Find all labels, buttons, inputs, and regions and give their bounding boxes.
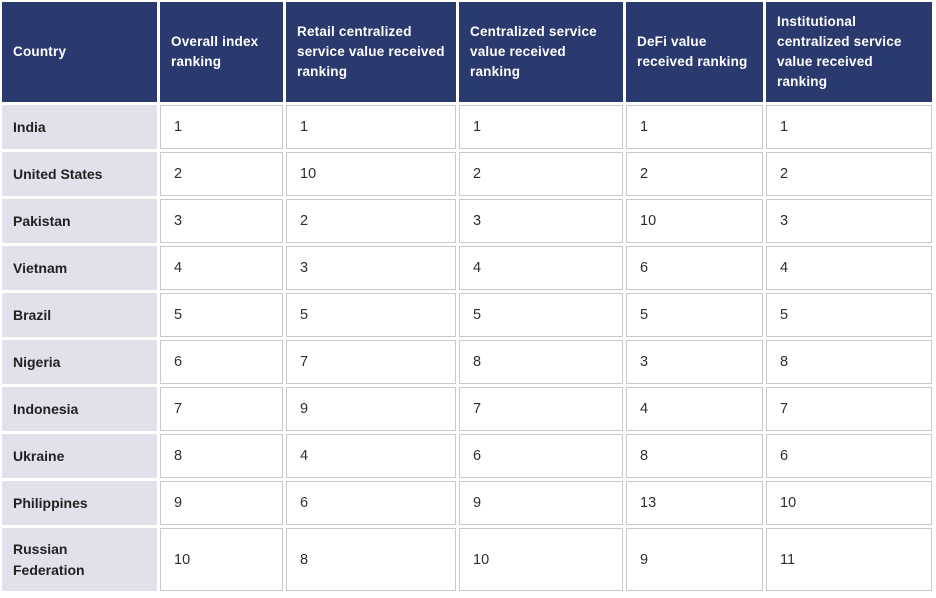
rank-value-cell: 1 xyxy=(459,105,623,149)
rank-value-cell: 6 xyxy=(286,481,456,525)
rank-value-cell: 8 xyxy=(286,528,456,591)
rank-value-cell: 7 xyxy=(160,387,283,431)
rank-value-cell: 6 xyxy=(160,340,283,384)
column-header-overall-index-ranking: Overall index ranking xyxy=(160,2,283,102)
rank-value-cell: 9 xyxy=(160,481,283,525)
rank-value-cell: 2 xyxy=(160,152,283,196)
rank-value-cell: 4 xyxy=(286,434,456,478)
table-row: Pakistan 3 2 3 10 3 xyxy=(2,199,932,243)
country-cell: Nigeria xyxy=(2,340,157,384)
rank-value-cell: 8 xyxy=(626,434,763,478)
rank-value-cell: 2 xyxy=(766,152,932,196)
table-row: Philippines 9 6 9 13 10 xyxy=(2,481,932,525)
table-row: Ukraine 8 4 6 8 6 xyxy=(2,434,932,478)
rank-value-cell: 10 xyxy=(626,199,763,243)
rank-value-cell: 7 xyxy=(286,340,456,384)
rank-value-cell: 10 xyxy=(459,528,623,591)
country-cell: India xyxy=(2,105,157,149)
table-row: India 1 1 1 1 1 xyxy=(2,105,932,149)
rank-value-cell: 2 xyxy=(459,152,623,196)
rank-value-cell: 5 xyxy=(766,293,932,337)
rank-value-cell: 3 xyxy=(626,340,763,384)
rank-value-cell: 3 xyxy=(766,199,932,243)
column-header-centralized-service-value-received-ranking: Centralized service value received ranki… xyxy=(459,2,623,102)
column-header-institutional-centralized-service-value-received-ranking: Institutional centralized service value … xyxy=(766,2,932,102)
rank-value-cell: 1 xyxy=(286,105,456,149)
rank-value-cell: 8 xyxy=(459,340,623,384)
rank-value-cell: 3 xyxy=(286,246,456,290)
rank-value-cell: 8 xyxy=(160,434,283,478)
rank-value-cell: 2 xyxy=(626,152,763,196)
rank-value-cell: 4 xyxy=(160,246,283,290)
table-row: Indonesia 7 9 7 4 7 xyxy=(2,387,932,431)
country-cell: Philippines xyxy=(2,481,157,525)
column-header-defi-value-received-ranking: DeFi value received ranking xyxy=(626,2,763,102)
rank-value-cell: 3 xyxy=(160,199,283,243)
table-row: Brazil 5 5 5 5 5 xyxy=(2,293,932,337)
rank-value-cell: 10 xyxy=(160,528,283,591)
rank-value-cell: 5 xyxy=(459,293,623,337)
rank-value-cell: 11 xyxy=(766,528,932,591)
rank-value-cell: 13 xyxy=(626,481,763,525)
country-cell: Russian Federation xyxy=(2,528,157,591)
rank-value-cell: 6 xyxy=(766,434,932,478)
rank-value-cell: 6 xyxy=(459,434,623,478)
rank-value-cell: 9 xyxy=(286,387,456,431)
rank-value-cell: 4 xyxy=(766,246,932,290)
rank-value-cell: 6 xyxy=(626,246,763,290)
rank-value-cell: 3 xyxy=(459,199,623,243)
rank-value-cell: 10 xyxy=(766,481,932,525)
table-row: United States 2 10 2 2 2 xyxy=(2,152,932,196)
rank-value-cell: 9 xyxy=(459,481,623,525)
rank-value-cell: 4 xyxy=(626,387,763,431)
rank-value-cell: 7 xyxy=(459,387,623,431)
rank-value-cell: 9 xyxy=(626,528,763,591)
rank-value-cell: 1 xyxy=(160,105,283,149)
rank-value-cell: 1 xyxy=(766,105,932,149)
rank-value-cell: 2 xyxy=(286,199,456,243)
table-row: Nigeria 6 7 8 3 8 xyxy=(2,340,932,384)
country-cell: Brazil xyxy=(2,293,157,337)
rank-value-cell: 5 xyxy=(286,293,456,337)
rank-value-cell: 10 xyxy=(286,152,456,196)
country-cell: Pakistan xyxy=(2,199,157,243)
table-header-row: Country Overall index ranking Retail cen… xyxy=(2,2,932,102)
table-row: Vietnam 4 3 4 6 4 xyxy=(2,246,932,290)
rank-value-cell: 4 xyxy=(459,246,623,290)
table-row: Russian Federation 10 8 10 9 11 xyxy=(2,528,932,591)
rank-value-cell: 5 xyxy=(160,293,283,337)
column-header-retail-centralized-service-value-received-ranking: Retail centralized service value receive… xyxy=(286,2,456,102)
rank-value-cell: 7 xyxy=(766,387,932,431)
country-cell: United States xyxy=(2,152,157,196)
rank-value-cell: 8 xyxy=(766,340,932,384)
country-cell: Ukraine xyxy=(2,434,157,478)
column-header-country: Country xyxy=(2,2,157,102)
country-cell: Vietnam xyxy=(2,246,157,290)
country-cell: Indonesia xyxy=(2,387,157,431)
table-body: India 1 1 1 1 1 United States 2 10 2 2 2 Pakistan 3 2 3… xyxy=(2,105,932,591)
rank-value-cell: 5 xyxy=(626,293,763,337)
rank-value-cell: 1 xyxy=(626,105,763,149)
